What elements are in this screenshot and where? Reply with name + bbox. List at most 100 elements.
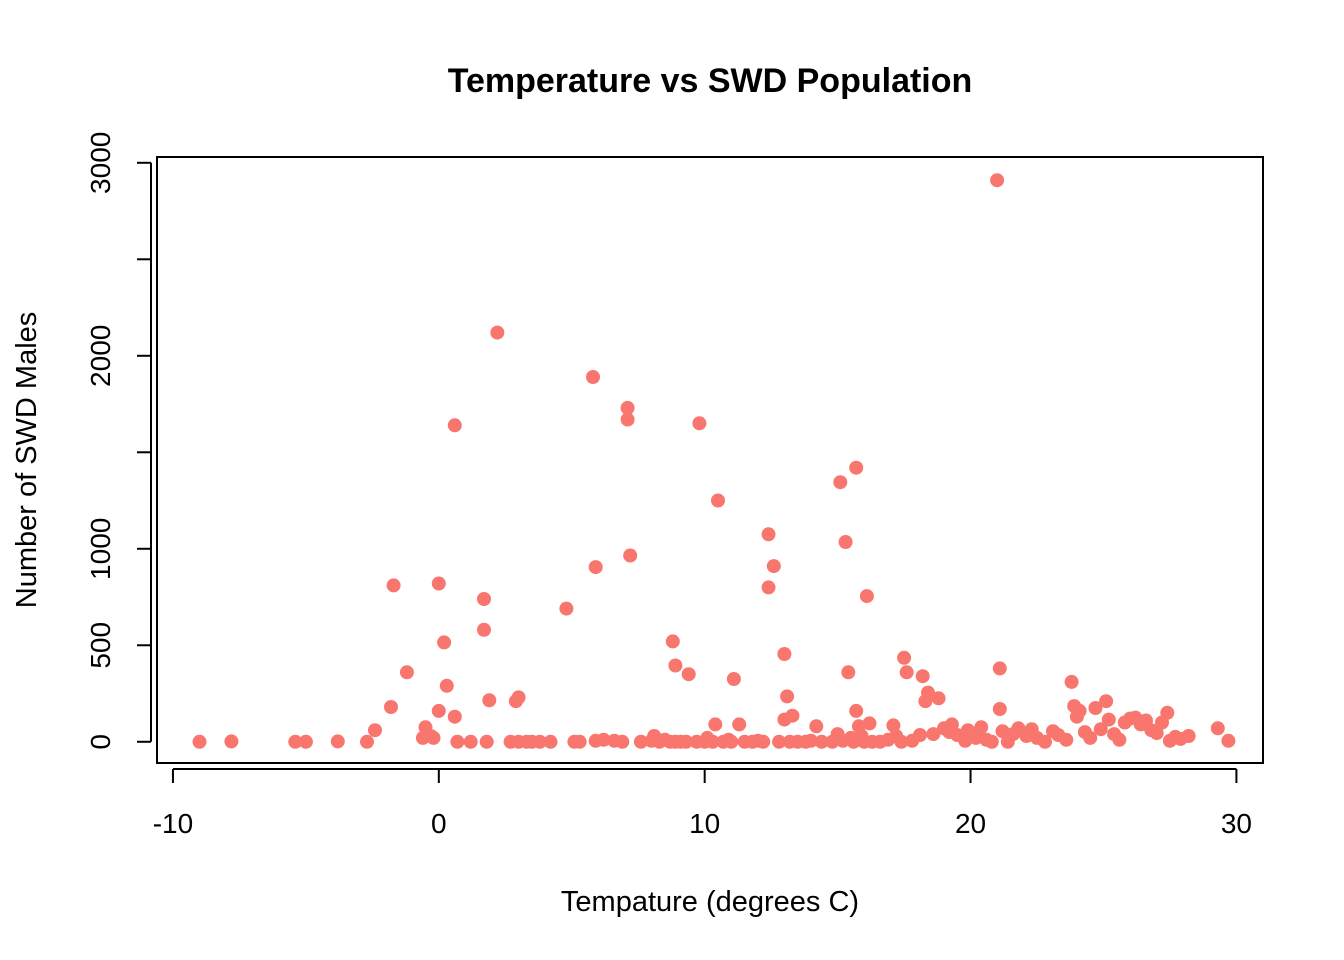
data-point [711,493,725,508]
plot-area-frame [156,156,1264,764]
data-point [804,733,818,748]
data-point [572,734,587,749]
data-point [968,730,983,745]
data-point [974,720,989,735]
data-point [1093,722,1108,737]
data-point [431,576,446,591]
data-point [926,727,941,742]
x-tick-label: 0 [431,808,447,839]
data-point [1088,701,1103,715]
data-point [849,703,864,718]
data-point [705,734,720,749]
data-point [772,734,787,749]
data-point [224,734,239,749]
data-point [1038,734,1052,749]
data-point [298,734,313,749]
data-point [692,416,707,431]
data-point [384,700,398,714]
data-point [756,734,771,749]
data-point [894,734,909,749]
data-point [620,412,635,427]
data-point [838,535,853,549]
data-point [330,734,345,749]
data-point [992,702,1007,716]
data-point [1072,703,1087,718]
data-point [724,734,739,749]
data-point [477,592,491,606]
data-point [1221,733,1236,748]
data-point [532,734,547,749]
data-point [431,703,446,718]
data-point [958,733,973,748]
data-point [665,634,680,649]
data-point [761,527,776,542]
data-point [931,691,946,706]
data-point [450,734,465,749]
data-point [633,734,648,749]
data-point [588,560,603,575]
data-point [559,601,574,616]
data-point [447,418,462,433]
data-point [511,690,526,705]
data-point [596,732,611,747]
data-point [785,708,800,723]
data-point [490,325,505,340]
data-point [859,589,874,604]
data-point [479,734,494,749]
data-points-group [192,173,1236,749]
data-point [399,665,414,680]
data-point [463,734,478,749]
data-point [814,734,829,749]
data-point [360,734,374,749]
data-point [995,724,1010,739]
y-axis-label: Number of SWD Males [11,312,43,609]
data-point [726,672,741,686]
x-tick-label: -10 [153,808,193,839]
data-point [447,709,462,724]
data-point [668,658,683,673]
data-point [1083,730,1098,745]
data-point [780,689,795,704]
data-point [766,559,781,574]
data-point [482,693,497,708]
data-point [586,370,600,384]
data-point [1059,732,1074,747]
data-point [761,580,776,595]
data-point [886,718,901,733]
data-point [1064,674,1079,689]
data-point [833,475,848,490]
data-point [777,647,792,661]
y-tick-label: 0 [85,734,116,750]
data-point [426,730,441,745]
data-point [679,734,694,749]
data-point [681,667,696,682]
data-point [944,717,959,732]
data-point [841,665,856,680]
chart-title: Temperature vs SWD Population [448,62,973,100]
data-point [623,548,638,563]
y-axis-ticks: 0 500 1000 2000 3000 [85,132,151,750]
data-point [437,635,452,650]
data-point [708,717,723,732]
data-point [1160,705,1175,720]
x-tick-label: 10 [689,808,720,839]
data-point [288,734,303,749]
data-point [809,719,824,734]
data-point [615,734,630,749]
data-point [849,460,864,475]
data-point [1112,732,1127,747]
data-point [899,665,914,680]
data-point [543,734,558,749]
x-tick-label: 20 [955,808,986,839]
data-point [862,716,877,731]
data-point [368,723,382,738]
y-tick-label: 3000 [85,132,116,194]
data-point [192,734,207,749]
data-point [1101,712,1116,727]
x-tick-label: 30 [1221,808,1252,839]
data-point [1149,726,1164,741]
data-point [477,622,491,637]
data-point [1181,729,1196,743]
y-tick-label: 500 [85,622,116,669]
y-tick-label: 1000 [85,518,116,580]
